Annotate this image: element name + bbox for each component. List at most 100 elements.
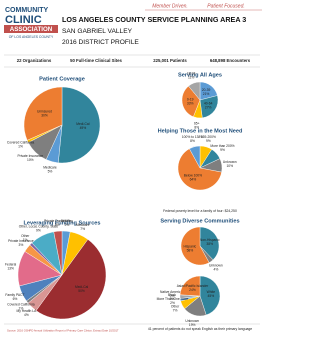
slice-label: Black (168, 293, 176, 297)
pie-slice (179, 275, 201, 297)
pie-slice (199, 226, 220, 261)
slice-value: 9% (36, 229, 41, 233)
slice-label: My Health LA (17, 309, 38, 313)
subtitle: SAN GABRIEL VALLEY (62, 28, 133, 35)
slice-value: 8% (194, 126, 199, 130)
slice-label: Unknown (209, 264, 223, 268)
slice-label: Medi-Cal (76, 122, 89, 126)
slice-label: Native American (160, 290, 184, 294)
pie-slice (188, 81, 201, 101)
pie-slice (177, 148, 222, 191)
chart-note: Federal poverty level for a family of fo… (163, 209, 237, 213)
slice-label: Private Insurance (17, 154, 43, 158)
chart-title: Helping Those in the Most Need (158, 128, 243, 134)
slice-label: Private Insurance (8, 239, 34, 243)
stat: 22 Organizations (17, 58, 52, 63)
chart-note: 41 percent of patients do not speak Engl… (148, 327, 252, 331)
slice-value: 1% (23, 238, 28, 242)
stat: 648,898 Encounters (210, 58, 251, 63)
slice-value: 3% (170, 297, 175, 301)
slice-label: 100% to 138% (182, 135, 204, 139)
slice-label: Asian/Pacific Islander (177, 284, 209, 288)
slice-label: Private Donations (44, 219, 70, 223)
slice-label: 65+ (194, 122, 200, 126)
logo: OF LOS ANGELES COUNTY (9, 35, 54, 39)
slice-label: Uninsured (37, 109, 52, 113)
logo: CLINIC (5, 14, 42, 26)
slice-value: 9% (220, 148, 225, 152)
slice-value: 7% (80, 227, 85, 231)
slice-label: Hispanic (184, 244, 197, 248)
pie-slice (199, 275, 221, 316)
pie-slice (199, 95, 219, 119)
slice-value: 7% (173, 309, 178, 313)
chart-title: Patient Coverage (39, 76, 85, 82)
slice-label: 20-39 (202, 88, 211, 92)
pie-slice (180, 226, 210, 266)
slice-value: 24% (189, 288, 196, 292)
slice-value: 8% (190, 139, 195, 143)
slice-value: 0% (170, 294, 175, 298)
pie-slice (58, 86, 101, 164)
slice-label: Self Pay (61, 219, 74, 223)
slice-label: Medi-Cal (75, 285, 88, 289)
slice-label: Unknown (223, 160, 237, 164)
slice-label: More Than One Race (157, 297, 189, 301)
slice-label: Other (21, 234, 30, 238)
slice-value: 49% (80, 126, 87, 130)
slice-value: 3% (65, 223, 70, 227)
slice-value: 3% (55, 223, 60, 227)
slice-value: 4% (24, 313, 29, 317)
slice-value: 27% (205, 105, 212, 109)
logo: ASSOCIATION (10, 26, 53, 33)
slice-label: More than 200% (210, 144, 234, 148)
slice-value: 58% (187, 248, 194, 252)
pie-slice (23, 86, 63, 141)
slice-value: 10% (226, 164, 233, 168)
slice-value: 9% (206, 139, 211, 143)
slice-label: 0-19 (187, 97, 194, 101)
slice-value: 1% (19, 307, 24, 311)
slice-value: 13% (7, 267, 14, 271)
chart-title: Serving All Ages (178, 72, 222, 78)
slice-label: Medicare (76, 223, 90, 227)
slice-value: 30% (41, 113, 48, 117)
slice-value: 1% (18, 145, 23, 149)
slice-label: Other (171, 305, 180, 309)
chart-title: Leveraging Funding Sources (23, 220, 100, 226)
slice-label: 18-24 (187, 71, 196, 75)
slice-label: Medicare (43, 165, 57, 169)
stat: 50 Full-time Clinical Sites (70, 58, 122, 63)
tagline: Member Driven. (152, 3, 188, 9)
slice-label: Federal (5, 263, 16, 267)
pie-slice (181, 85, 201, 117)
slice-value: 19% (189, 323, 196, 327)
pie-slice (53, 230, 63, 276)
tagline: Patient Focused. (207, 3, 245, 9)
page: Member Driven. Patient Focused. COMMUNIT… (4, 3, 262, 333)
stat: 225,001 Patients (153, 58, 187, 63)
slice-value: 21% (203, 92, 210, 96)
slice-value: 38% (206, 242, 213, 246)
slice-label: 40-64 (204, 101, 213, 105)
slice-value: 2% (170, 301, 175, 305)
slice-label: White (207, 290, 216, 294)
slice-label: Other, Local, County, State (19, 225, 59, 229)
slice-value: 33% (187, 101, 194, 105)
slice-label: Covered California (7, 141, 34, 145)
logo: COMMUNITY (5, 7, 48, 14)
slice-value: 6% (13, 297, 18, 301)
slice-label: Below 100% (184, 174, 202, 178)
slice-label: Non-Hispanic (200, 238, 220, 242)
slice-value: 45% (208, 294, 215, 298)
slice-value: 10% (27, 158, 34, 162)
source: Source: 2016 OSHPD Annual Utilization Re… (7, 329, 119, 333)
slice-value: 4% (213, 268, 218, 272)
slice-value: 5% (48, 169, 53, 173)
profile: 2016 DISTRICT PROFILE (62, 39, 139, 46)
slice-label: 139-200% (201, 135, 216, 139)
slice-label: Family PACT (5, 293, 24, 297)
slice-value: 50% (78, 289, 85, 293)
slice-label: Covered California (7, 303, 34, 307)
chart-title: Serving Diverse Communities (160, 218, 239, 224)
